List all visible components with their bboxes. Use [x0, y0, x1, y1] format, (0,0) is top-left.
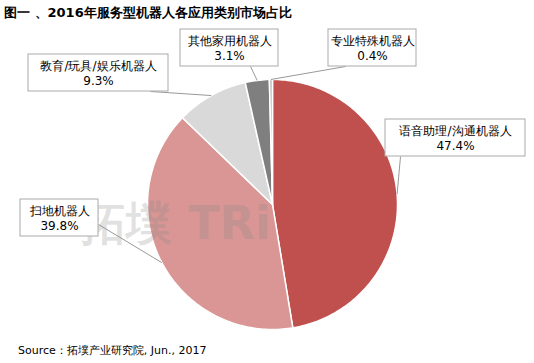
svg-text:语音助理/沟通机器人47.4%: 语音助理/沟通机器人47.4% [399, 124, 511, 153]
html-text:Source：拓墣产业研究院, Jun., 2017: Source：拓墣产业研究院, Jun., 2017 [18, 344, 207, 357]
html-text:图一 、2016年服务型机器人各应用类别市场占比: 图一 、2016年服务型机器人各应用类别市场占比 [4, 5, 292, 20]
svg-text:扫地机器人39.8%: 扫地机器人39.8% [29, 204, 90, 233]
svg-text:拓墣 TRi: 拓墣 TRi [78, 196, 271, 250]
svg-text:其他家用机器人3.1%: 其他家用机器人3.1% [188, 34, 272, 63]
svg-text:专业特殊机器人0.4%: 专业特殊机器人0.4% [331, 34, 415, 63]
svg-text:教育/玩具/娱乐机器人9.3%: 教育/玩具/娱乐机器人9.3% [40, 59, 156, 88]
